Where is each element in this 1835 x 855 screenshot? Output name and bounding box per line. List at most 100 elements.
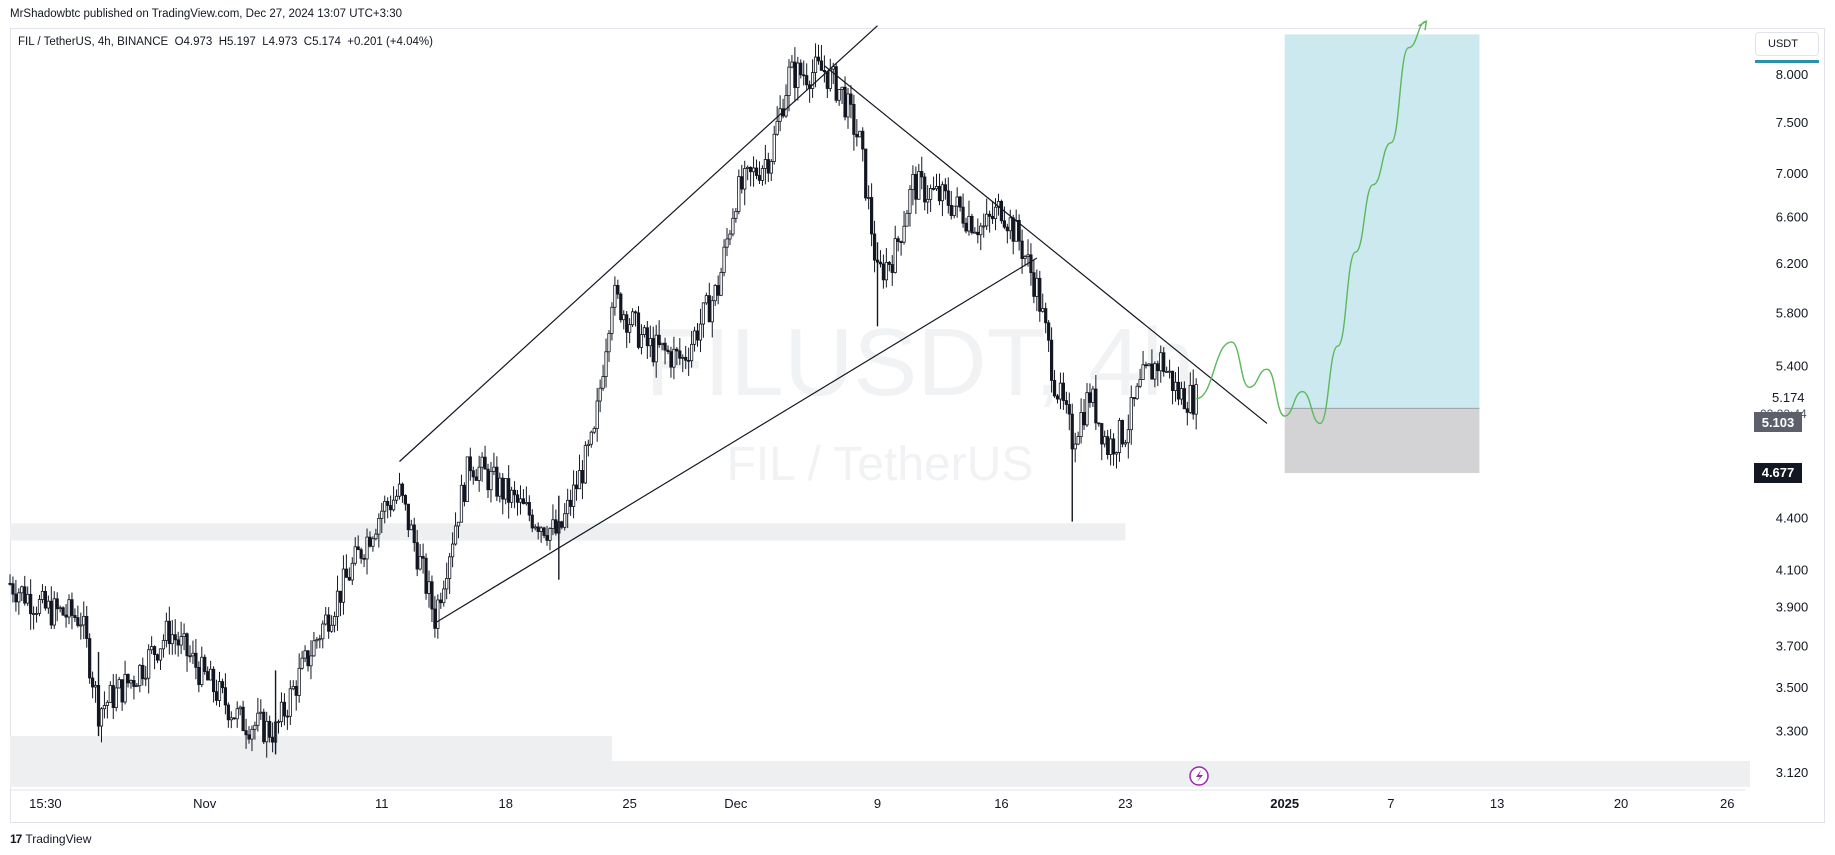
candle-body — [206, 671, 210, 681]
candle-body — [530, 514, 534, 529]
candle-body — [1055, 395, 1060, 400]
candle-body — [566, 499, 570, 515]
candle-body — [504, 478, 508, 500]
candle-body — [46, 600, 50, 609]
candle-body — [73, 615, 77, 619]
price-tag-4-677: 4.677 — [1754, 462, 1802, 483]
candle-body — [589, 431, 593, 445]
candle-body — [442, 588, 446, 604]
candle-body — [188, 655, 192, 658]
time-tick-label: 18 — [498, 796, 512, 811]
candle-body — [52, 598, 56, 626]
candle-body — [1035, 277, 1039, 297]
candle-body — [335, 590, 340, 617]
legend-symbol: FIL / TetherUS, 4h, BINANCE — [18, 36, 169, 48]
candle-body — [173, 634, 177, 641]
candle-body — [931, 188, 936, 190]
candle-body — [70, 599, 74, 616]
price-tick-label: 6.600 — [1776, 210, 1809, 225]
time-tick-label: Nov — [193, 796, 217, 811]
candle-body — [391, 499, 396, 511]
chart-frame[interactable] — [10, 28, 1825, 823]
candle-body — [211, 668, 216, 693]
candle-body — [197, 666, 201, 685]
candle-body — [864, 148, 868, 199]
candle-body — [152, 646, 157, 656]
candle-body — [386, 500, 390, 506]
symbol-legend[interactable]: FIL / TetherUS, 4h, BINANCE O4.973 H5.19… — [18, 36, 433, 48]
candle-body — [1141, 364, 1145, 380]
publish-info: MrShadowbtc published on TradingView.com… — [10, 8, 402, 20]
candle-body — [1179, 388, 1184, 400]
watermark-name: FIL / TetherUS — [727, 438, 1034, 491]
candle-body — [690, 343, 694, 362]
candle-body — [194, 652, 198, 668]
candle-body — [1005, 226, 1009, 232]
candle-body — [34, 613, 39, 615]
candle-body — [648, 338, 652, 347]
footer-brand[interactable]: 17 TradingView — [10, 832, 91, 846]
candle-body — [666, 349, 670, 353]
candle-body — [793, 61, 797, 88]
candle-body — [1188, 384, 1192, 413]
candle-body — [867, 197, 871, 199]
candle-body — [654, 334, 658, 363]
candle-body — [521, 498, 526, 505]
time-tick-label: 20 — [1614, 796, 1628, 811]
currency-selector[interactable]: USDT — [1755, 32, 1819, 56]
candle-body — [1076, 436, 1080, 445]
candle-body — [1144, 364, 1148, 367]
candle-body — [1041, 308, 1045, 312]
candle-body — [613, 284, 617, 308]
candle-body — [964, 222, 968, 232]
candle-body — [347, 576, 351, 581]
candle-body — [312, 640, 316, 657]
candle-body — [1117, 420, 1122, 453]
candle-body — [982, 225, 986, 228]
candle-body — [332, 616, 337, 626]
candle-body — [1103, 436, 1107, 445]
candle-body — [223, 687, 227, 706]
candle-body — [324, 614, 328, 625]
candle-body — [645, 327, 649, 347]
candle-body — [368, 536, 372, 547]
candle-body — [471, 470, 475, 478]
candle-body — [1064, 400, 1068, 405]
candle-body — [495, 466, 499, 497]
candle-body — [988, 213, 992, 217]
candle-body — [1049, 339, 1054, 381]
candle-body — [675, 348, 679, 352]
candle-body — [135, 685, 139, 688]
candle-body — [757, 175, 762, 181]
candle-body — [669, 351, 673, 368]
candle-body — [1038, 277, 1042, 312]
candle-body — [911, 173, 915, 190]
candle-body — [318, 638, 322, 641]
candle-body — [893, 238, 897, 273]
candle-body — [14, 593, 18, 603]
candle-body — [993, 206, 998, 220]
candle-body — [908, 189, 912, 214]
candle-body — [303, 650, 307, 659]
candle-body — [489, 470, 493, 491]
candle-body — [512, 489, 517, 496]
candle-body — [64, 614, 68, 618]
candle-body — [828, 68, 832, 89]
candle-body — [377, 517, 381, 535]
candle-body — [306, 650, 310, 667]
candle-body — [899, 241, 903, 243]
watermark-ticker: FILUSDT, 4h — [645, 309, 1195, 416]
candle-body — [138, 664, 142, 687]
candle-body — [294, 686, 298, 696]
alert-icon[interactable] — [1189, 766, 1209, 786]
time-tick-label: Dec — [724, 796, 748, 811]
candle-body — [350, 562, 354, 581]
candle-body — [872, 233, 877, 261]
candle-body — [1100, 423, 1104, 445]
candle-body — [268, 720, 272, 738]
trendline-channel-top — [399, 25, 878, 462]
candle-body — [955, 196, 959, 207]
candle-body — [1159, 352, 1163, 372]
candle-body — [887, 261, 891, 265]
